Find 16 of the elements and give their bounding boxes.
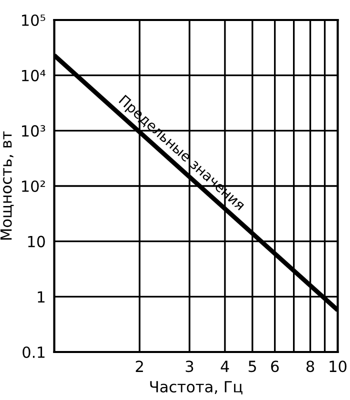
y-tick-label: 10⁴ bbox=[22, 70, 46, 82]
x-tick-label: 2 bbox=[136, 360, 143, 372]
x-tick-label: 3 bbox=[186, 360, 194, 372]
y-tick-label: 10 bbox=[28, 236, 45, 248]
y-tick-label: 1 bbox=[38, 291, 45, 302]
x-tick-label: 5 bbox=[248, 360, 256, 372]
y-tick-label: 10² bbox=[22, 180, 45, 192]
x-tick-label: 8 bbox=[306, 360, 314, 372]
x-tick-label: 10 bbox=[330, 360, 346, 372]
x-tick-label: 6 bbox=[271, 360, 279, 372]
y-tick-label: 10³ bbox=[22, 125, 46, 137]
y-tick-label: 10⁵ bbox=[22, 14, 46, 26]
y-tick-label: 0.1 bbox=[22, 346, 45, 358]
y-axis-title: Мощность, вт bbox=[0, 131, 14, 240]
x-tick-label: 4 bbox=[220, 360, 229, 372]
x-axis-title: Частота, Гц bbox=[150, 381, 242, 394]
